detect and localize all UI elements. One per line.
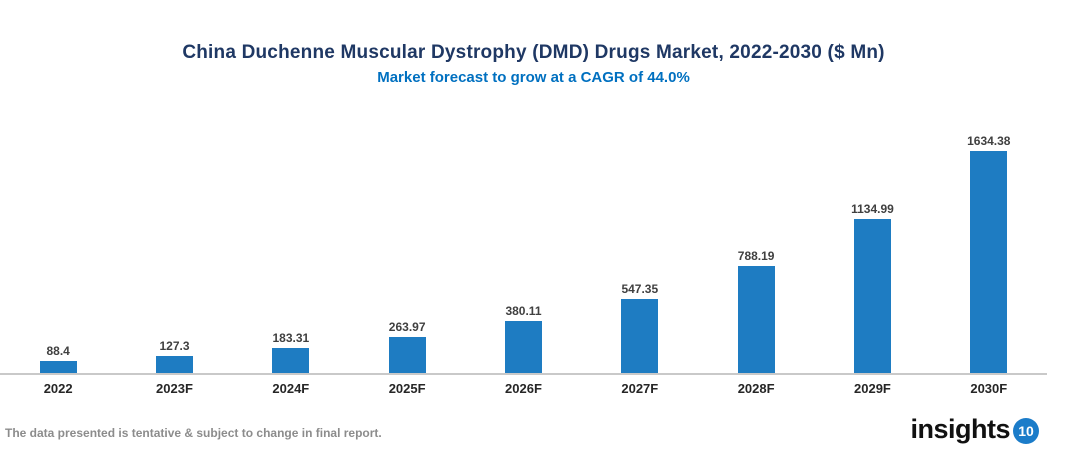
x-axis-label: 2026F: [505, 381, 542, 396]
bar: [39, 361, 77, 373]
disclaimer-text: The data presented is tentative & subjec…: [5, 426, 382, 440]
bar-chart: 88.4 127.3 183.31 263.97 380.11 547.35 788.19 1…: [0, 133, 1047, 396]
chart-title: China Duchenne Muscular Dystrophy (DMD) …: [182, 42, 885, 63]
bar-column: 183.31: [233, 133, 349, 373]
bar-column: 380.11: [465, 133, 581, 373]
x-axis-line: [0, 373, 1047, 375]
bar-column: 788.19: [698, 133, 814, 373]
x-axis-label: 2025F: [388, 381, 426, 396]
bar: [737, 265, 775, 373]
bar: [853, 218, 891, 373]
bar-column: 547.35: [582, 133, 698, 373]
bar: [155, 355, 193, 373]
insights10-logo: insights 10: [910, 414, 1039, 444]
bar: [504, 321, 542, 373]
bar: [621, 298, 659, 373]
bar-column: 127.3: [116, 133, 232, 373]
x-axis-label: 2029F: [854, 381, 891, 396]
logo-badge-circle: 10: [1013, 418, 1039, 444]
logo-text: insights: [910, 413, 1010, 444]
bar-value-label: 183.31: [272, 331, 310, 346]
bar-value-label: 547.35: [621, 281, 659, 296]
bar-value-label: 88.4: [46, 344, 70, 358]
bar-column: 1134.99: [814, 133, 930, 373]
bar-column: 263.97: [349, 133, 465, 373]
bar: [970, 151, 1008, 373]
bar: [388, 337, 426, 373]
bar-value-label: 380.11: [505, 304, 542, 319]
bar-column: 1634.38: [931, 133, 1047, 373]
bar-column: 88.4: [0, 133, 116, 373]
bar-value-label: 1134.99: [851, 201, 894, 216]
chart-header: China Duchenne Muscular Dystrophy (DMD) …: [0, 0, 1067, 87]
x-axis-label: 2028F: [737, 381, 775, 396]
bar-value-label: 263.97: [388, 320, 426, 335]
x-axis-label: 2022: [43, 381, 73, 396]
x-axis-label: 2027F: [621, 381, 659, 396]
x-axis-labels: 2022 2023F 2024F 2025F 2026F 2027F 2028F 2029F 2…: [0, 375, 1047, 396]
bar-value-label: 127.3: [159, 338, 190, 353]
x-axis-label: 2023F: [156, 381, 193, 396]
bar-value-label: 788.19: [737, 248, 775, 263]
x-axis-label: 2024F: [272, 381, 310, 396]
bar-value-label: 1634.38: [967, 134, 1011, 148]
chart-subtitle: Market forecast to grow at a CAGR of 44.…: [377, 69, 690, 86]
bars-area: 88.4 127.3 183.31 263.97 380.11 547.35 788.19 1…: [0, 133, 1047, 373]
bar: [272, 348, 310, 373]
x-axis-label: 2030F: [970, 381, 1008, 396]
